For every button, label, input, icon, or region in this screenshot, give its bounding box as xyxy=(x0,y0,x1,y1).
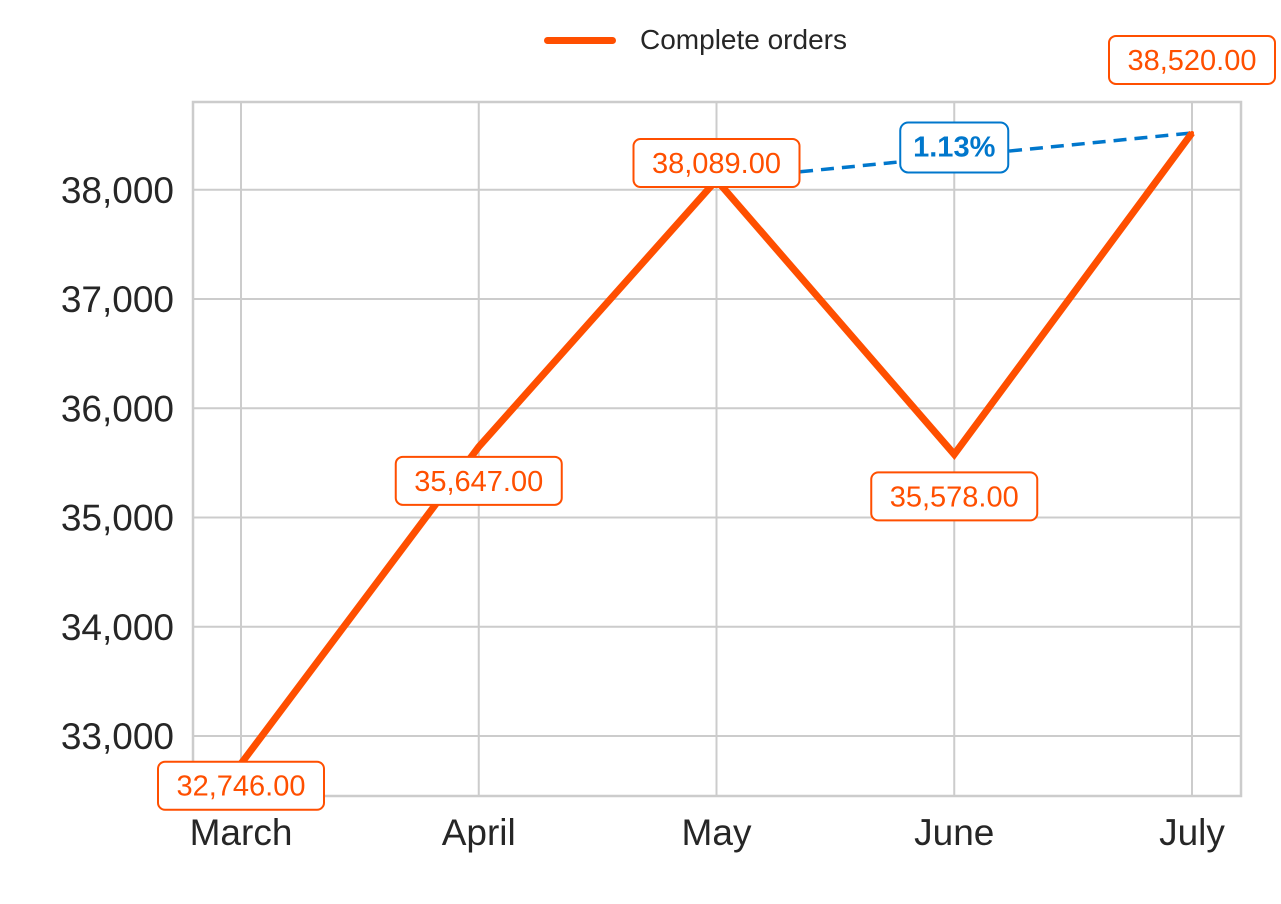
y-tick-label: 36,000 xyxy=(61,388,174,429)
annotation-box xyxy=(899,121,1010,174)
data-label: 38,520.00 xyxy=(1127,45,1256,77)
data-point xyxy=(952,452,957,457)
data-label-box xyxy=(870,471,1039,522)
y-tick-label: 35,000 xyxy=(61,498,174,539)
data-label-box xyxy=(632,138,801,189)
annotation-label: 1.13% xyxy=(913,131,995,163)
data-label: 38,089.00 xyxy=(652,148,781,180)
x-tick-label: July xyxy=(1159,812,1225,853)
data-label-box xyxy=(157,760,325,811)
y-tick-label: 38,000 xyxy=(61,170,174,211)
y-tick-label: 34,000 xyxy=(61,607,174,648)
data-point xyxy=(476,444,481,449)
legend: Complete orders xyxy=(544,22,847,58)
data-label: 32,746.00 xyxy=(176,771,305,803)
plot-frame xyxy=(191,100,1243,798)
data-point xyxy=(1190,130,1194,135)
data-label-box xyxy=(394,455,563,506)
data-label: 35,647.00 xyxy=(414,466,543,498)
y-tick-label: 37,000 xyxy=(61,279,174,320)
data-label-box xyxy=(1108,34,1276,85)
legend-swatch xyxy=(544,36,616,44)
data-label: 35,578.00 xyxy=(890,481,1019,513)
x-tick-label: April xyxy=(442,812,516,853)
y-tick-label: 33,000 xyxy=(61,716,174,757)
x-tick-label: March xyxy=(190,812,293,853)
x-tick-label: May xyxy=(682,812,752,853)
x-tick-label: June xyxy=(914,812,994,853)
legend-label: Complete orders xyxy=(640,24,847,55)
